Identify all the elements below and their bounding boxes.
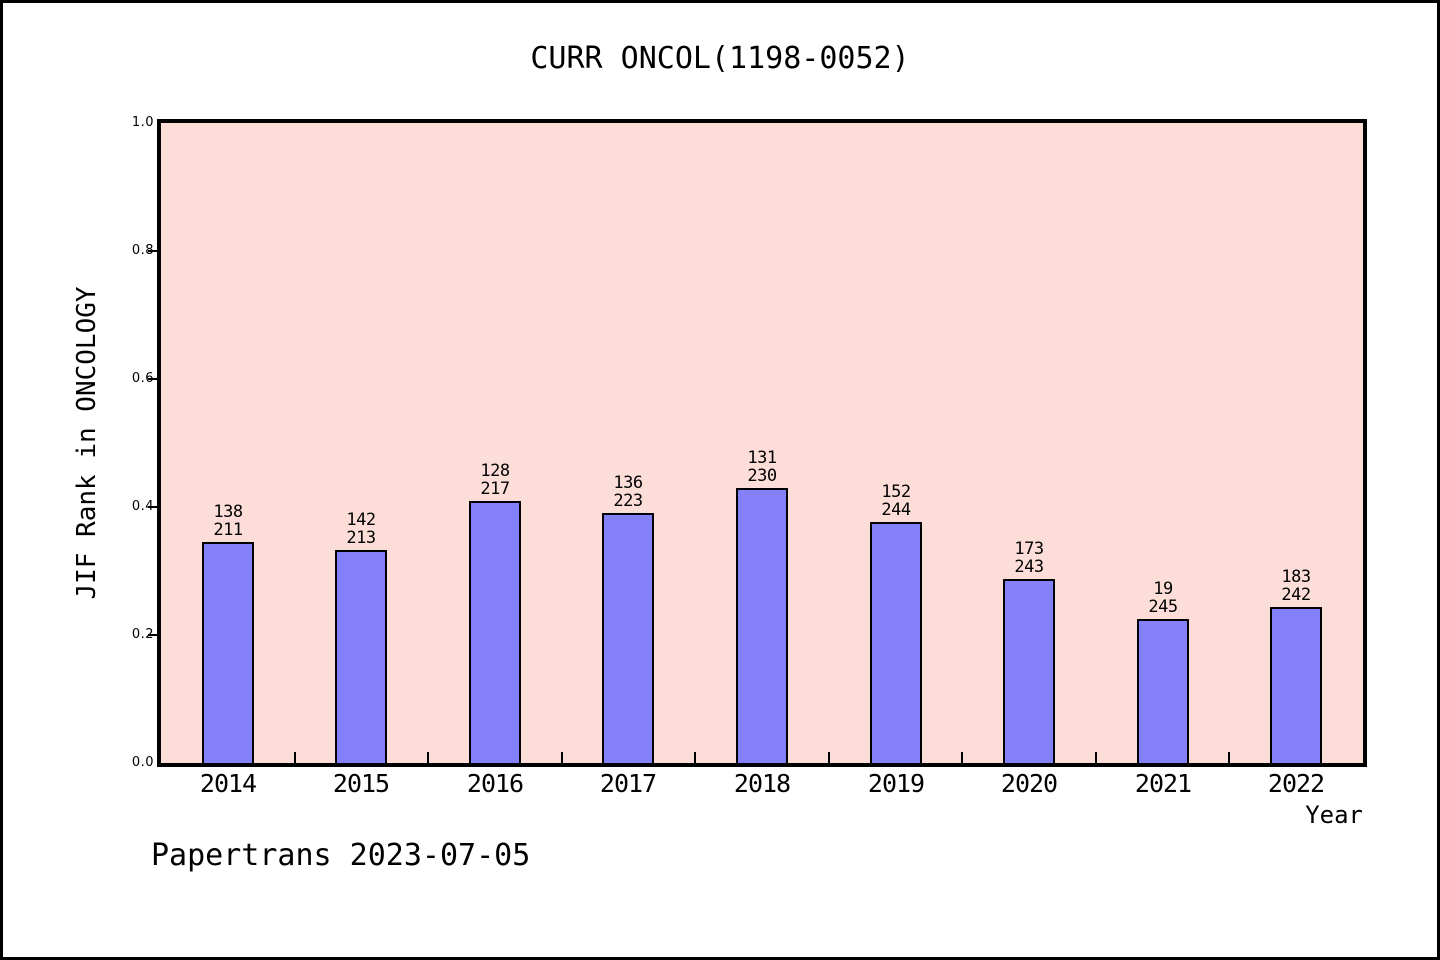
- y-tick-mark: [148, 506, 157, 508]
- bar: [335, 550, 387, 763]
- bar: [469, 501, 521, 763]
- y-tick-label: 0.0: [131, 755, 154, 770]
- x-tick-label: 2015: [332, 769, 390, 798]
- bar-value-label: 142 213: [346, 510, 376, 548]
- x-tick-label: 2021: [1134, 769, 1192, 798]
- bar-value-label: 152 244: [881, 482, 911, 520]
- bar-value-label: 138 211: [213, 502, 243, 540]
- x-tick-label: 2022: [1267, 769, 1325, 798]
- x-tick-label: 2018: [733, 769, 791, 798]
- bar: [202, 542, 254, 763]
- y-tick-mark: [148, 634, 157, 636]
- x-tick-mark: [1228, 752, 1230, 763]
- bar-value-label: 128 217: [480, 461, 510, 499]
- bar-value-label: 19 245: [1148, 579, 1178, 617]
- bar: [1137, 619, 1189, 763]
- y-tick-label: 0.4: [131, 499, 154, 514]
- y-tick-mark: [148, 378, 157, 380]
- bar: [602, 513, 654, 763]
- x-tick-label: 2019: [867, 769, 925, 798]
- y-tick-label: 0.2: [131, 627, 154, 642]
- y-tick-label: 1.0: [131, 115, 154, 130]
- x-tick-label: 2020: [1000, 769, 1058, 798]
- x-tick-mark: [561, 752, 563, 763]
- y-tick-label: 0.6: [131, 371, 154, 386]
- x-tick-label: 2014: [199, 769, 257, 798]
- y-axis-label: JIF Rank in ONCOLOGY: [72, 286, 102, 600]
- x-tick-mark: [1095, 752, 1097, 763]
- chart-title: CURR ONCOL(1198-0052): [530, 41, 910, 76]
- bar: [870, 522, 922, 763]
- bar-value-label: 136 223: [613, 473, 643, 511]
- bar: [736, 488, 788, 763]
- bar-value-label: 173 243: [1014, 539, 1044, 577]
- watermark-text: Papertrans 2023-07-05: [151, 838, 531, 873]
- bar: [1270, 607, 1322, 763]
- y-tick-label: 0.8: [131, 243, 154, 258]
- y-tick-mark: [148, 250, 157, 252]
- bar: [1003, 579, 1055, 763]
- x-tick-label: 2016: [466, 769, 524, 798]
- x-tick-mark: [427, 752, 429, 763]
- x-tick-mark: [961, 752, 963, 763]
- x-tick-mark: [828, 752, 830, 763]
- x-axis-label: Year: [1305, 801, 1363, 829]
- x-tick-mark: [294, 752, 296, 763]
- bar-value-label: 131 230: [747, 448, 777, 486]
- x-tick-mark: [694, 752, 696, 763]
- bar-value-label: 183 242: [1281, 567, 1311, 605]
- x-tick-label: 2017: [599, 769, 657, 798]
